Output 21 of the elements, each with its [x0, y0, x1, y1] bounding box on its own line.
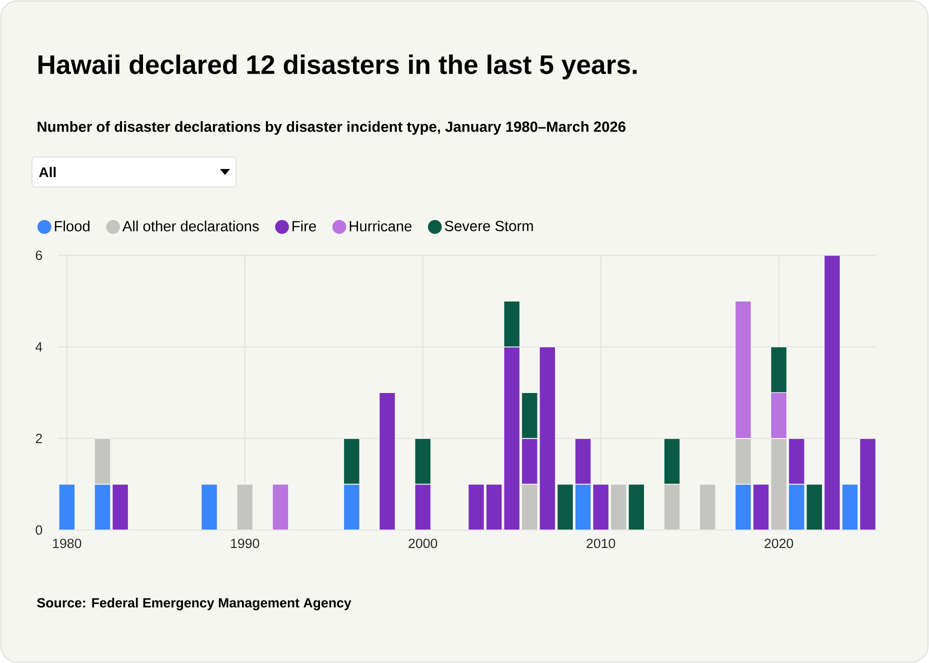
bar: [200, 484, 218, 530]
chart-title: Hawaii declared 12 disasters in the last 5 years.: [38, 54, 637, 80]
x-tick-label: 2010: [586, 538, 616, 548]
legend-label: Flood: [54, 220, 90, 232]
x-tick-label: 2000: [408, 538, 438, 548]
x-tick-label: 1990: [231, 538, 260, 548]
legend-label: Fire: [292, 220, 316, 232]
legend-label: All other declarations: [122, 220, 259, 232]
source-note: Source: Federal Emergency Management Agency: [37, 598, 352, 610]
chart-subtitle: Number of disaster declarations by disaster incident type, January 1980–March 2026: [38, 121, 626, 135]
bar: [272, 484, 289, 530]
y-tick-label: 0: [36, 525, 42, 535]
y-tick-label: 6: [36, 250, 42, 260]
bar: [378, 392, 396, 530]
text: All: [39, 166, 56, 178]
legend-label: Severe Storm: [444, 220, 533, 232]
x-tick-label: 1980: [53, 538, 82, 548]
y-tick-label: 4: [36, 342, 42, 352]
legend-label: Hurricane: [350, 220, 412, 232]
x-tick-label: 2020: [764, 538, 794, 548]
y-tick-label: 2: [36, 434, 42, 444]
